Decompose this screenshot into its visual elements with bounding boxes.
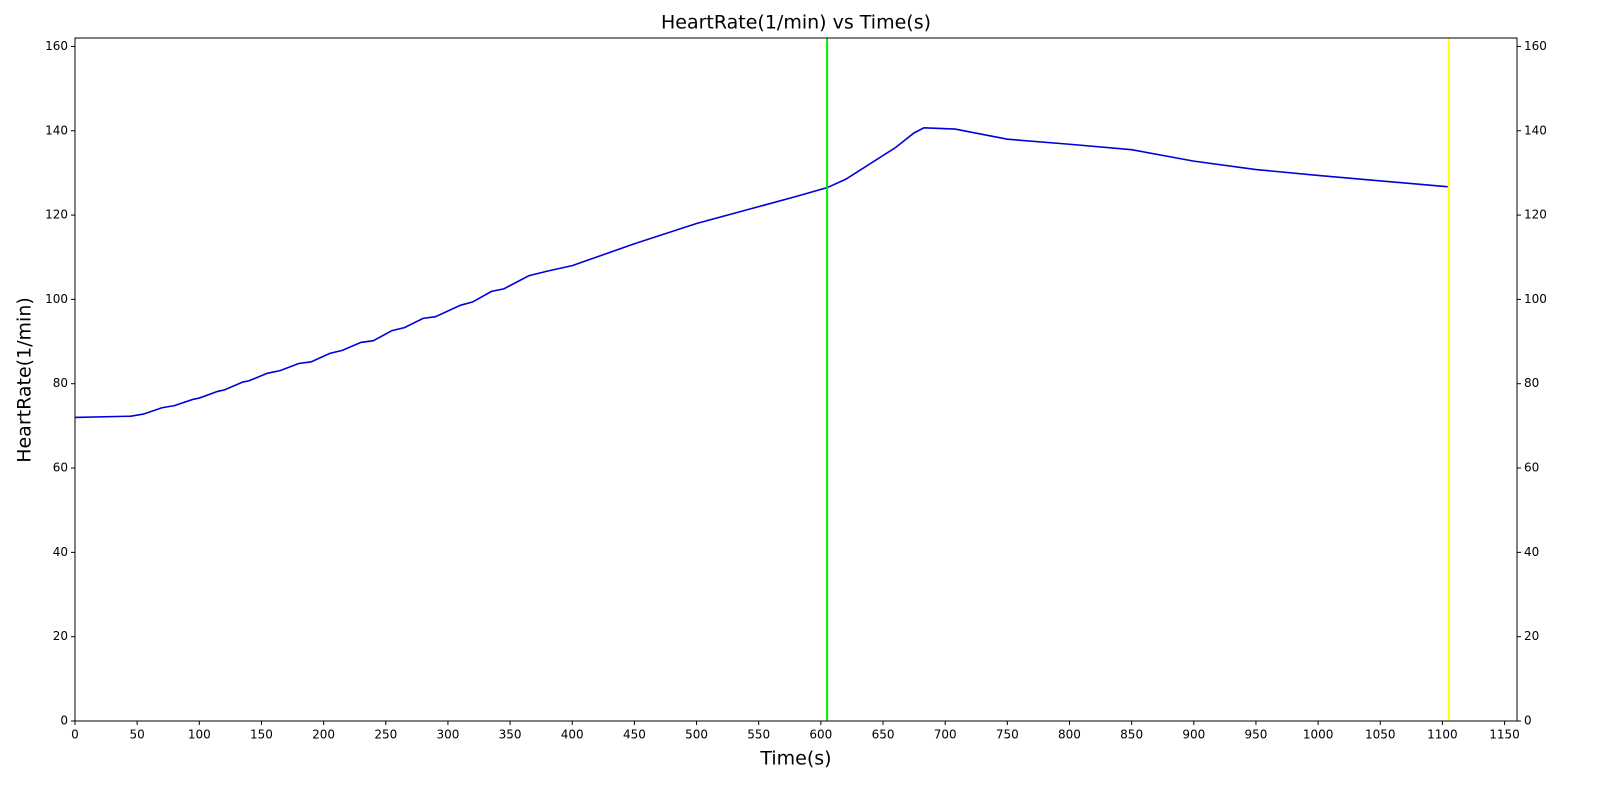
x-tick-label: 300: [436, 728, 459, 742]
y-tick-label: 100: [45, 292, 68, 306]
x-tick-label: 700: [934, 728, 957, 742]
x-tick-label: 850: [1120, 728, 1143, 742]
y2-tick-label: 140: [1524, 123, 1547, 137]
y2-tick-label: 80: [1524, 376, 1539, 390]
x-tick-label: 600: [809, 728, 832, 742]
y-tick-label: 160: [45, 39, 68, 53]
y2-tick-label: 120: [1524, 208, 1547, 222]
x-tick-label: 550: [747, 728, 770, 742]
y-tick-label: 120: [45, 208, 68, 222]
x-tick-label: 1000: [1303, 728, 1334, 742]
y-axis-label: HeartRate(1/min): [14, 297, 36, 463]
y-tick-label: 60: [53, 461, 68, 475]
line-series: [74, 126, 1449, 419]
y2-tick-label: 40: [1524, 545, 1539, 559]
x-axis-label: Time(s): [759, 748, 831, 770]
y-tick-label: 20: [53, 629, 68, 643]
plot-frame: [74, 37, 1518, 722]
y2-tick-label: 100: [1524, 292, 1547, 306]
y-tick-label: 0: [60, 714, 68, 728]
x-tick-label: 1100: [1427, 728, 1458, 742]
x-tick-label: 250: [374, 728, 397, 742]
x-tick-label: 950: [1244, 728, 1267, 742]
y-tick-label: 40: [53, 545, 68, 559]
x-tick-label: 350: [499, 728, 522, 742]
x-tick-label: 1150: [1489, 728, 1520, 742]
x-tick-label: 100: [188, 728, 211, 742]
x-tick-label: 800: [1058, 728, 1081, 742]
y-tick-label: 140: [45, 123, 68, 137]
x-tick-label: 450: [623, 728, 646, 742]
x-tick-label: 200: [312, 728, 335, 742]
y2-tick-label: 60: [1524, 461, 1539, 475]
x-tick-label: 0: [71, 728, 79, 742]
x-tick-label: 750: [996, 728, 1019, 742]
chart-title: HeartRate(1/min) vs Time(s): [661, 12, 931, 34]
y-tick-label: 80: [53, 376, 68, 390]
x-tick-label: 150: [250, 728, 273, 742]
x-tick-label: 500: [685, 728, 708, 742]
x-tick-label: 900: [1182, 728, 1205, 742]
y2-tick-label: 0: [1524, 714, 1532, 728]
x-tick-label: 1050: [1365, 728, 1396, 742]
x-tick-label: 50: [130, 728, 145, 742]
x-tick-label: 400: [561, 728, 584, 742]
y2-tick-label: 20: [1524, 629, 1539, 643]
y2-tick-label: 160: [1524, 39, 1547, 53]
x-tick-label: 650: [872, 728, 895, 742]
